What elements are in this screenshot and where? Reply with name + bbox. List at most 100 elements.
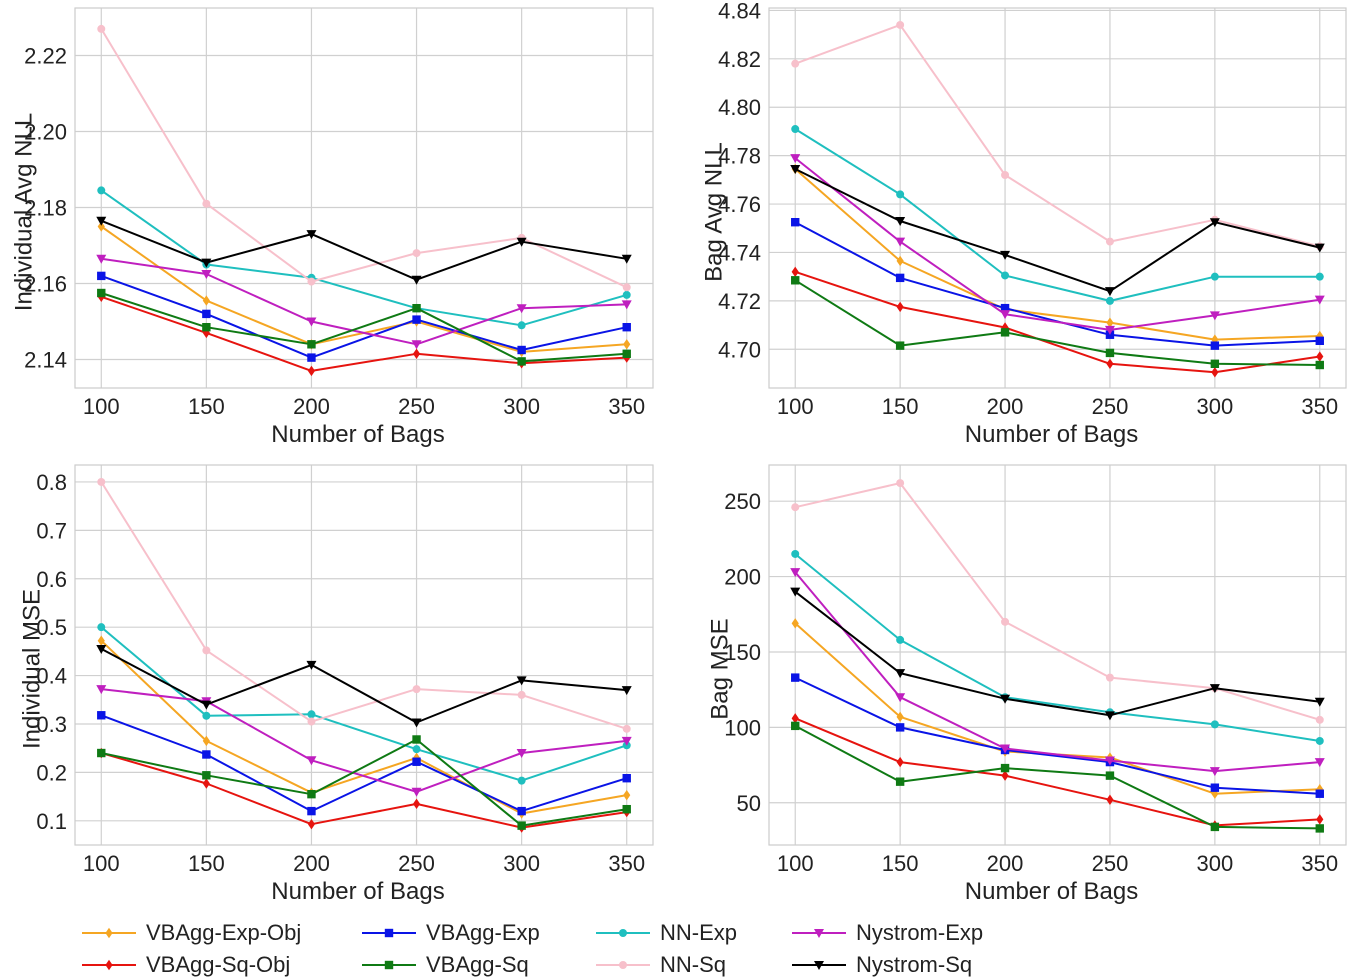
data-point-nystrom-sq	[621, 254, 632, 264]
legend-marker	[384, 960, 394, 970]
data-point-vbagg-exp	[412, 757, 421, 766]
y-axis-label: Individual Avg NLL	[11, 113, 38, 311]
series-line-vbagg-sq-obj	[101, 752, 627, 829]
data-point-nystrom-exp	[411, 340, 422, 350]
y-tick-label: 2.14	[24, 348, 67, 373]
data-point-vbagg-exp-obj	[202, 295, 210, 306]
x-tick-label: 350	[608, 394, 645, 419]
series-line-vbagg-exp	[100, 714, 627, 813]
chart-panel-4: 50 100 150 200 250 100 150 200 250 300 350 Number o…	[707, 464, 1347, 905]
legend-label: Nystrom-Sq	[856, 952, 973, 977]
y-tick-label: 2.20	[24, 120, 67, 145]
y-tick-label: 4.80	[718, 95, 761, 120]
data-point-vbagg-sq-obj	[1001, 770, 1009, 781]
data-point-vbagg-sq-obj	[791, 713, 799, 724]
data-point-nn-sq	[202, 199, 211, 208]
series-line-vbagg-sq	[794, 279, 1320, 366]
y-tick-label: 200	[724, 565, 761, 590]
legend-entry-vbagg-exp-obj: VBAgg-Exp-Obj	[80, 918, 301, 948]
y-tick-label: 4.70	[718, 337, 761, 362]
y-axis-label: Bag MSE	[707, 618, 734, 719]
x-tick-label: 200	[293, 394, 330, 419]
data-point-nn-sq	[896, 479, 905, 488]
x-tick-label: 100	[777, 394, 814, 419]
x-tick-label: 250	[398, 394, 435, 419]
y-tick-label: 50	[737, 791, 761, 816]
y-tick-label: 100	[724, 715, 761, 740]
series-line-nystrom-exp	[794, 157, 1320, 331]
data-point-vbagg-sq	[517, 821, 526, 830]
x-tick-label: 300	[1197, 851, 1234, 876]
data-point-vbagg-exp	[622, 323, 631, 332]
data-point-nn-sq	[896, 20, 905, 29]
y-tick-label: 4.72	[718, 289, 761, 314]
y-tick-label: 0.4	[36, 664, 67, 689]
data-point-vbagg-exp-obj	[623, 789, 631, 801]
data-point-nystrom-exp	[621, 736, 632, 746]
data-point-nystrom-sq	[306, 660, 317, 670]
data-point-nn-exp	[896, 635, 905, 644]
y-tick-label: 4.84	[718, 0, 761, 23]
data-point-nystrom-sq	[516, 676, 527, 686]
data-point-nystrom-sq	[1314, 243, 1325, 253]
data-point-vbagg-sq	[202, 771, 211, 780]
chart-panel-2: 4.70 4.72 4.74 4.76 4.78 4.80 4.82 4.84 100 150 20…	[701, 0, 1347, 448]
data-point-vbagg-sq-obj	[307, 365, 316, 377]
series-line-nn-exp	[100, 626, 628, 782]
x-axis-label: Number of Bags	[271, 878, 444, 905]
x-tick-label: 200	[987, 851, 1024, 876]
data-point-vbagg-sq	[307, 789, 316, 799]
data-point-nystrom-sq	[201, 258, 212, 268]
y-tick-label: 0.3	[36, 712, 67, 737]
data-point-nystrom-exp	[895, 237, 906, 247]
data-point-vbagg-exp-obj	[97, 221, 105, 232]
data-point-nystrom-exp	[201, 270, 212, 279]
data-point-nn-sq	[517, 690, 526, 699]
data-point-vbagg-sq	[307, 340, 316, 349]
series-line-nn-exp	[794, 128, 1320, 302]
data-point-nn-sq	[1105, 237, 1114, 246]
data-point-vbagg-exp	[307, 806, 316, 816]
y-tick-label: 4.76	[718, 192, 761, 217]
y-tick-label: 2.16	[24, 272, 67, 297]
data-point-nystrom-exp	[1209, 767, 1220, 777]
series-group	[96, 477, 632, 833]
data-point-vbagg-exp	[307, 353, 316, 362]
data-point-nn-sq	[1105, 673, 1114, 682]
y-tick-label: 0.1	[36, 809, 67, 834]
data-point-nystrom-sq	[411, 718, 422, 728]
data-point-nystrom-sq	[96, 644, 107, 654]
legend-entry-nystrom-sq: Nystrom-Sq	[790, 950, 972, 980]
y-tick-label: 0.8	[36, 470, 67, 495]
x-tick-label: 100	[83, 851, 120, 876]
y-tick-label: 0.7	[36, 518, 67, 543]
data-point-nn-exp	[1315, 272, 1324, 281]
data-point-nystrom-exp	[790, 154, 801, 164]
data-point-nn-sq	[622, 724, 631, 733]
series-line-nn-sq	[794, 23, 1321, 248]
x-tick-label: 300	[503, 394, 540, 419]
legend-marker	[814, 929, 824, 938]
series-line-vbagg-sq	[100, 292, 627, 363]
data-point-vbagg-exp-obj	[896, 255, 904, 267]
data-point-nystrom-exp	[1000, 310, 1011, 320]
data-point-nn-sq	[307, 717, 316, 726]
data-point-vbagg-sq-obj	[1211, 367, 1219, 378]
legend-label: NN-Exp	[660, 920, 738, 945]
data-point-vbagg-sq	[622, 349, 631, 358]
data-point-vbagg-exp	[202, 750, 211, 759]
data-point-nystrom-exp	[621, 300, 632, 310]
data-point-vbagg-sq	[1000, 328, 1010, 337]
data-point-vbagg-exp-obj	[1316, 330, 1324, 342]
data-point-vbagg-exp	[1000, 303, 1010, 313]
y-tick-label: 150	[724, 640, 761, 665]
y-axis-label: Individual MSE	[19, 589, 46, 749]
data-point-nystrom-exp	[516, 749, 527, 759]
legend-entry-nystrom-exp: Nystrom-Exp	[790, 918, 983, 948]
series-line-nn-sq	[100, 481, 628, 730]
data-point-vbagg-sq	[517, 357, 526, 366]
y-tick-label: 4.82	[718, 47, 761, 72]
data-point-vbagg-sq	[97, 288, 106, 298]
legend-entry-vbagg-sq-obj: VBAgg-Sq-Obj	[80, 950, 290, 980]
data-point-vbagg-exp	[97, 711, 106, 720]
